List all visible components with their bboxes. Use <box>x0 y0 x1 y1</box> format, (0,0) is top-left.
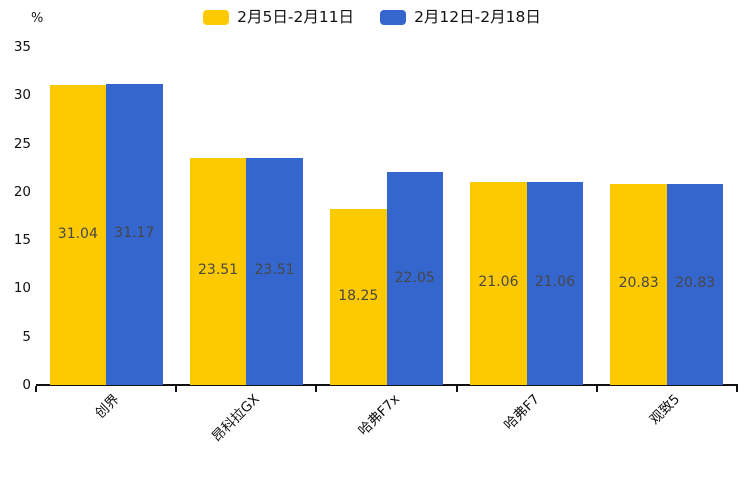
x-axis-category-label: 哈弗F7x <box>355 391 404 439</box>
bar-value-label: 23.51 <box>198 262 239 279</box>
y-axis-tick-label: 30 <box>13 87 31 104</box>
x-axis-category-label: 观致5 <box>647 391 684 428</box>
x-axis-tick <box>315 386 318 392</box>
legend-label-week1: 2月5日-2月11日 <box>237 8 355 26</box>
y-axis-tick-label: 10 <box>13 280 31 297</box>
bar-value-label: 31.04 <box>57 226 98 243</box>
bar-week1-创界[interactable]: 31.04 <box>49 85 107 385</box>
y-axis-unit-label: % <box>31 11 44 26</box>
bar-week1-观致5[interactable]: 20.83 <box>610 183 667 385</box>
week2-swatch-icon <box>380 9 407 25</box>
bar-value-label: 20.83 <box>618 275 659 292</box>
x-axis-tick <box>736 386 738 392</box>
y-axis-tick-label: 20 <box>13 183 31 200</box>
x-axis-line <box>36 384 738 386</box>
bar-value-label: 22.05 <box>394 269 435 286</box>
x-axis-tick <box>175 386 178 392</box>
bar-value-label: 18.25 <box>338 287 379 304</box>
legend: 2月5日-2月11日 2月12日-2月18日 <box>0 7 744 27</box>
bar-value-label: 21.06 <box>534 274 575 291</box>
x-axis-category-label: 创界 <box>92 391 123 422</box>
y-axis-tick-label: 15 <box>13 232 31 249</box>
week1-swatch-icon <box>203 9 230 25</box>
y-axis-tick-label: 5 <box>22 328 31 345</box>
bar-week1-哈弗F7x[interactable]: 18.25 <box>330 208 387 385</box>
bar-value-label: 31.17 <box>114 225 155 242</box>
bar-week2-哈弗F7[interactable]: 21.06 <box>526 181 584 385</box>
bar-week1-昂科拉GX[interactable]: 23.51 <box>189 157 247 385</box>
x-axis-tick <box>35 386 37 392</box>
x-axis-category-label: 昂科拉GX <box>209 391 263 446</box>
y-axis-tick-label: 25 <box>13 135 31 152</box>
bar-week1-哈弗F7[interactable]: 21.06 <box>470 181 527 385</box>
y-axis-tick-label: 35 <box>13 39 31 55</box>
legend-item-week1[interactable]: 2月5日-2月11日 <box>203 7 354 27</box>
bar-week2-观致5[interactable]: 20.83 <box>666 183 724 385</box>
legend-item-week2[interactable]: 2月12日-2月18日 <box>380 7 541 27</box>
x-axis-category-label: 哈弗F7 <box>501 391 544 434</box>
bar-week2-昂科拉GX[interactable]: 23.51 <box>246 157 303 385</box>
bar-value-label: 23.51 <box>254 262 295 279</box>
bar-value-label: 21.06 <box>478 274 519 291</box>
y-axis-tick-label: 0 <box>22 377 31 393</box>
x-axis-tick <box>595 386 598 392</box>
bar-week2-哈弗F7x[interactable]: 22.05 <box>386 172 443 385</box>
bar-week2-创界[interactable]: 31.17 <box>106 83 163 385</box>
bar-value-label: 20.83 <box>675 275 716 292</box>
legend-label-week2: 2月12日-2月18日 <box>414 8 541 26</box>
x-axis-tick <box>455 386 458 392</box>
